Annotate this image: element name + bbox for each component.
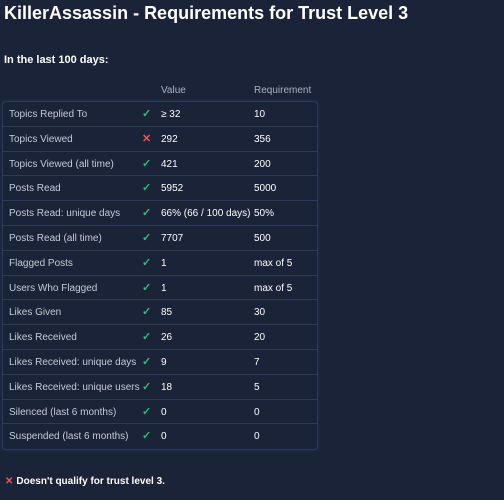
row-value: 26 <box>161 332 173 344</box>
check-icon: ✓ <box>142 182 152 195</box>
table-row: Users Who Flagged ✓ 1 max of 5 <box>3 276 317 301</box>
row-value: 292 <box>161 133 178 145</box>
table-row: Flagged Posts ✓ 1 max of 5 <box>3 251 317 276</box>
row-requirement: 500 <box>254 232 271 244</box>
row-requirement: 0 <box>254 406 260 418</box>
row-requirement: 30 <box>254 307 266 319</box>
row-label: Topics Replied To <box>9 109 88 120</box>
cross-icon: ✕ <box>5 476 14 487</box>
check-icon: ✓ <box>142 207 152 220</box>
check-icon: ✓ <box>142 405 152 418</box>
table-row: Posts Read: unique days ✓ 66% (66 / 100 da… <box>3 201 317 226</box>
row-requirement: max of 5 <box>254 257 293 269</box>
row-label: Suspended (last 6 months) <box>9 431 129 443</box>
requirements-table: Topics Replied To ✓ ≥ 32 10 Topics Viewed ✕ 29… <box>3 102 317 449</box>
row-requirement: 5000 <box>254 183 277 195</box>
check-icon: ✓ <box>142 430 152 443</box>
check-icon: ✓ <box>142 306 152 319</box>
row-label: Topics Viewed <box>9 133 73 145</box>
column-header-value: Value <box>161 85 186 96</box>
cross-icon: ✕ <box>142 132 152 145</box>
row-value: 7707 <box>161 232 184 244</box>
check-icon: ✓ <box>142 231 152 244</box>
table-row: Likes Received: unique users ✓ 18 5 <box>3 375 317 400</box>
check-icon: ✓ <box>142 331 152 344</box>
table-row: Posts Read ✓ 5952 5000 <box>3 176 317 202</box>
row-value: ≥ 32 <box>161 109 181 120</box>
row-value: 0 <box>161 431 167 443</box>
column-header-requirement: Requirement <box>254 85 312 96</box>
row-requirement: 50% <box>254 208 275 220</box>
row-label: Silenced (last 6 months) <box>9 406 117 418</box>
row-label: Posts Read <box>9 183 61 195</box>
table-row: Topics Replied To ✓ ≥ 32 10 <box>3 102 317 127</box>
check-icon: ✓ <box>142 380 152 393</box>
row-label: Likes Received <box>9 332 77 344</box>
row-value: 5952 <box>161 183 184 195</box>
row-requirement: 7 <box>254 356 260 368</box>
row-value: 1 <box>161 282 167 294</box>
row-value: 421 <box>161 158 178 170</box>
check-icon: ✓ <box>142 256 152 269</box>
row-value: 66% (66 / 100 days) <box>161 208 251 220</box>
table-row: Topics Viewed (all time) ✓ 421 200 <box>3 152 317 177</box>
row-requirement: 356 <box>254 133 271 145</box>
period-subtitle: In the last 100 days: <box>4 54 109 66</box>
check-icon: ✓ <box>142 157 152 170</box>
row-value: 9 <box>161 356 167 368</box>
row-value: 0 <box>161 406 167 418</box>
table-row: Likes Received ✓ 26 20 <box>3 325 317 350</box>
row-label: Likes Received: unique days <box>9 356 137 368</box>
check-icon: ✓ <box>142 355 152 368</box>
row-label: Posts Read (all time) <box>9 232 102 244</box>
row-requirement: 0 <box>254 431 260 443</box>
row-label: Likes Given <box>9 307 62 319</box>
row-label: Flagged Posts <box>9 257 73 269</box>
row-requirement: 200 <box>254 158 271 170</box>
row-value: 85 <box>161 307 173 319</box>
row-requirement: 5 <box>254 381 260 393</box>
row-requirement: max of 5 <box>254 282 293 294</box>
table-row: Topics Viewed ✕ 292 356 <box>3 127 317 152</box>
result-text: Doesn't qualify for trust level 3. <box>16 476 165 487</box>
row-value: 18 <box>161 381 173 393</box>
table-row: Silenced (last 6 months) ✓ 0 0 <box>3 400 317 425</box>
row-label: Users Who Flagged <box>9 282 98 294</box>
row-requirement: 20 <box>254 332 266 344</box>
table-row: Likes Received: unique days ✓ 9 7 <box>3 350 317 375</box>
row-label: Topics Viewed (all time) <box>9 158 114 170</box>
table-row: Suspended (last 6 months) ✓ 0 0 <box>3 424 317 449</box>
page-title: KillerAssassin - Requirements for Trust … <box>4 3 409 23</box>
row-requirement: 10 <box>254 109 266 120</box>
result-message: ✕ Doesn't qualify for trust level 3. <box>5 476 165 487</box>
table-row: Likes Given ✓ 85 30 <box>3 300 317 326</box>
row-label: Likes Received: unique users <box>9 381 140 393</box>
check-icon: ✓ <box>142 281 152 294</box>
table-row: Posts Read (all time) ✓ 7707 500 <box>3 226 317 251</box>
row-label: Posts Read: unique days <box>9 208 121 220</box>
row-value: 1 <box>161 257 167 269</box>
check-icon: ✓ <box>142 108 152 120</box>
